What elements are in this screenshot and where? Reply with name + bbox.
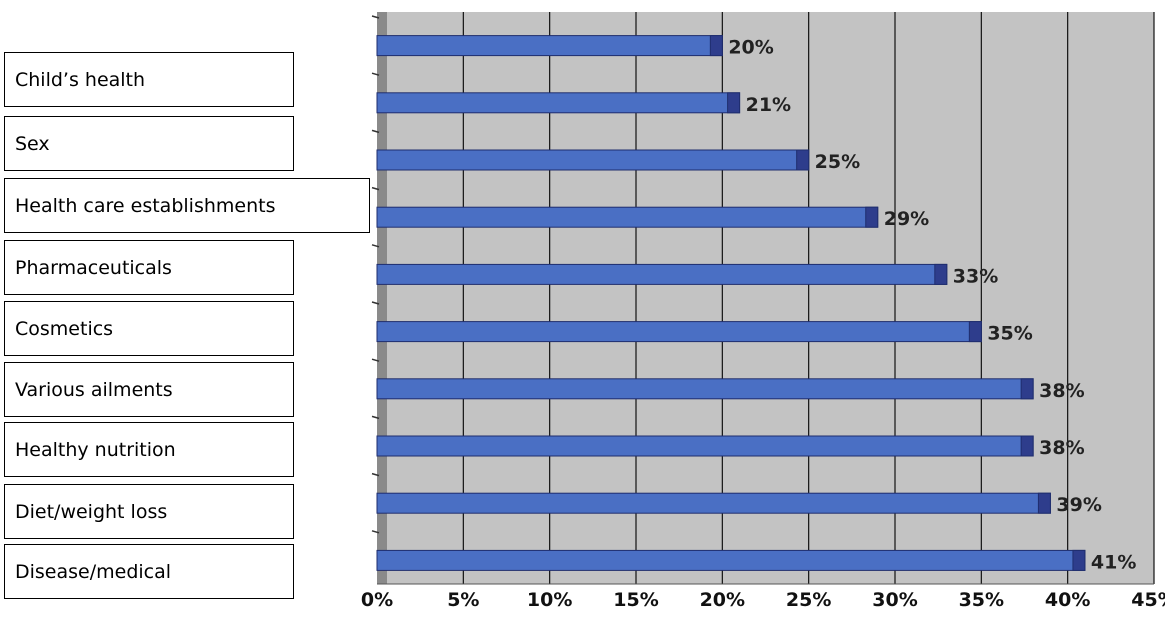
axis-tick	[371, 530, 380, 534]
bar	[376, 263, 948, 285]
category-label: Cosmetics	[4, 301, 294, 356]
x-tick-label: 25%	[786, 589, 831, 611]
data-label: 33%	[953, 265, 998, 287]
x-tick-label: 10%	[527, 589, 572, 611]
axis-tick	[371, 301, 380, 305]
plot-wall	[377, 12, 387, 584]
bar	[376, 149, 810, 171]
x-tick-label: 30%	[872, 589, 917, 611]
bar-end-cap	[865, 206, 879, 228]
x-tick-label: 20%	[700, 589, 745, 611]
bar	[376, 492, 1051, 514]
x-tick-label: 5%	[447, 589, 479, 611]
bar-end-cap	[1072, 549, 1086, 571]
data-label: 21%	[746, 94, 791, 116]
axis-tick	[371, 129, 380, 134]
category-label: Pharmaceuticals	[4, 240, 294, 295]
data-label: 38%	[1039, 437, 1084, 459]
data-label: 39%	[1056, 494, 1101, 516]
data-label: 29%	[884, 208, 929, 230]
x-tick-label: 40%	[1045, 589, 1090, 611]
data-label: 20%	[728, 37, 773, 59]
x-tick-label: 0%	[361, 589, 393, 611]
bar	[376, 549, 1086, 571]
bar-end-cap	[1020, 435, 1034, 457]
category-label: Various ailments	[4, 362, 294, 417]
axis-tick	[371, 415, 380, 420]
category-label: Health care establishments	[4, 178, 370, 233]
x-tick-label: 45%	[1131, 589, 1165, 611]
bar-end-cap	[727, 92, 741, 114]
data-label: 25%	[815, 151, 860, 173]
data-label: 35%	[987, 323, 1032, 345]
axis-tick	[371, 358, 380, 362]
category-label: Diet/weight loss	[4, 484, 294, 539]
bar	[376, 206, 879, 228]
bar-end-cap	[968, 321, 982, 343]
bar-end-cap	[934, 263, 948, 285]
x-tick-label: 35%	[959, 589, 1004, 611]
bar-end-cap	[796, 149, 810, 171]
bar	[376, 321, 982, 343]
axis-tick	[371, 186, 380, 191]
bar	[376, 92, 741, 114]
category-label: Sex	[4, 116, 294, 171]
category-label: Child’s health	[4, 52, 294, 107]
category-label: Disease/medical	[4, 544, 294, 599]
x-tick-label: 15%	[613, 589, 658, 611]
bar	[376, 378, 1034, 400]
bar	[376, 35, 723, 57]
bar-end-cap	[1020, 378, 1034, 400]
bar-end-cap	[709, 35, 723, 57]
axis-tick	[371, 244, 380, 248]
axis-tick	[371, 72, 380, 76]
axis-tick	[371, 15, 380, 19]
category-label: Healthy nutrition	[4, 422, 294, 477]
bar-end-cap	[1037, 492, 1051, 514]
data-label: 41%	[1091, 551, 1136, 573]
data-label: 38%	[1039, 380, 1084, 402]
axis-tick	[371, 472, 380, 477]
bar	[376, 435, 1034, 457]
